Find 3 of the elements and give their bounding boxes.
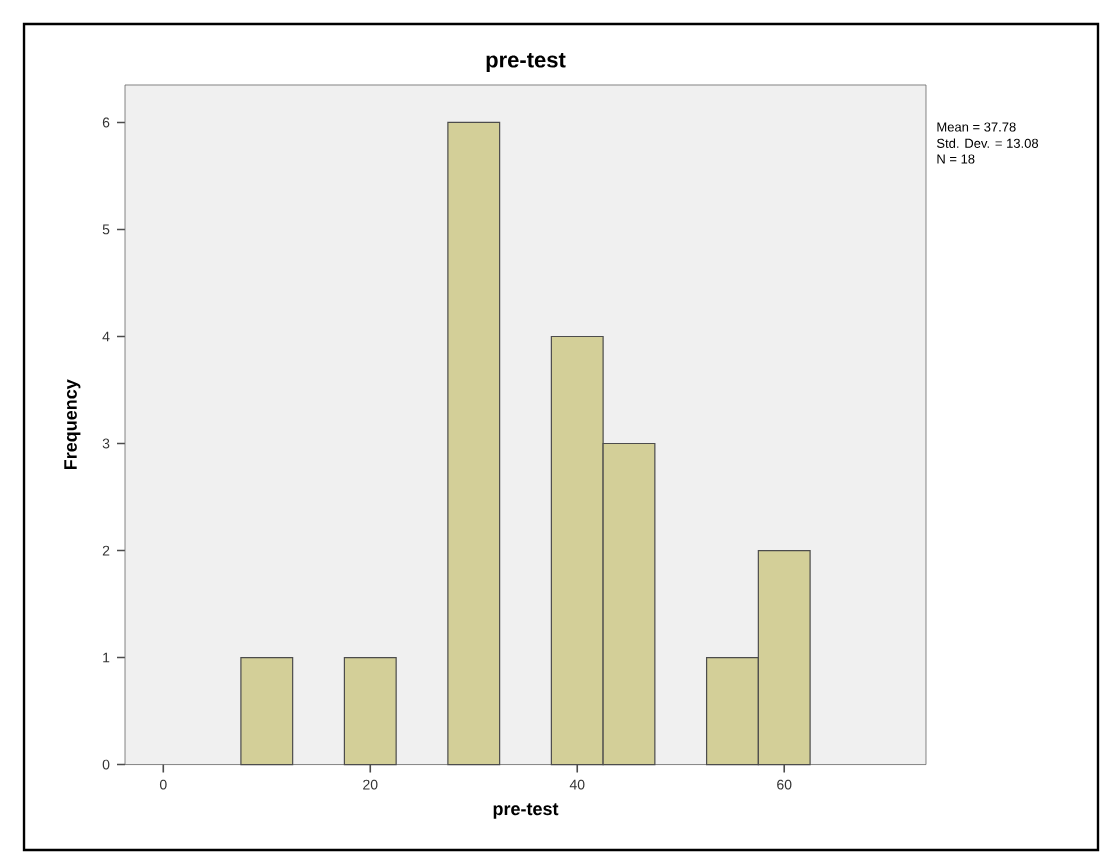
x-axis-title: pre-test <box>493 803 559 819</box>
chart-title: pre-test <box>486 53 566 72</box>
y-axis-title: Frequency <box>64 379 81 470</box>
